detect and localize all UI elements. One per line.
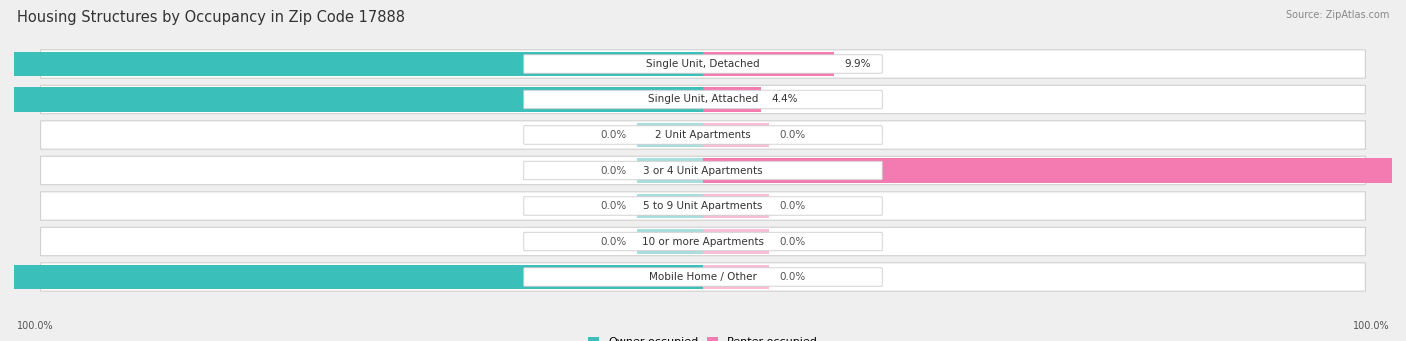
Text: 0.0%: 0.0% [780, 272, 806, 282]
FancyBboxPatch shape [524, 197, 882, 215]
FancyBboxPatch shape [637, 159, 703, 182]
Text: Single Unit, Detached: Single Unit, Detached [647, 59, 759, 69]
Text: Mobile Home / Other: Mobile Home / Other [650, 272, 756, 282]
Text: 0.0%: 0.0% [600, 201, 626, 211]
FancyBboxPatch shape [637, 229, 703, 254]
FancyBboxPatch shape [41, 85, 1365, 114]
Text: 3 or 4 Unit Apartments: 3 or 4 Unit Apartments [643, 165, 763, 176]
FancyBboxPatch shape [41, 227, 1365, 256]
Text: 2 Unit Apartments: 2 Unit Apartments [655, 130, 751, 140]
FancyBboxPatch shape [637, 194, 703, 218]
Text: 5 to 9 Unit Apartments: 5 to 9 Unit Apartments [644, 201, 762, 211]
FancyBboxPatch shape [0, 87, 703, 112]
FancyBboxPatch shape [524, 55, 882, 73]
FancyBboxPatch shape [703, 52, 834, 76]
FancyBboxPatch shape [524, 232, 882, 251]
Text: 0.0%: 0.0% [780, 237, 806, 247]
FancyBboxPatch shape [703, 87, 761, 112]
FancyBboxPatch shape [703, 265, 769, 289]
Text: Single Unit, Attached: Single Unit, Attached [648, 94, 758, 104]
Legend: Owner-occupied, Renter-occupied: Owner-occupied, Renter-occupied [583, 332, 823, 341]
FancyBboxPatch shape [524, 126, 882, 144]
FancyBboxPatch shape [524, 161, 882, 180]
Text: 0.0%: 0.0% [780, 201, 806, 211]
FancyBboxPatch shape [41, 192, 1365, 220]
FancyBboxPatch shape [41, 156, 1365, 185]
FancyBboxPatch shape [703, 159, 1406, 182]
Text: 0.0%: 0.0% [780, 130, 806, 140]
Text: Housing Structures by Occupancy in Zip Code 17888: Housing Structures by Occupancy in Zip C… [17, 10, 405, 25]
FancyBboxPatch shape [41, 50, 1365, 78]
FancyBboxPatch shape [703, 229, 769, 254]
FancyBboxPatch shape [703, 194, 769, 218]
FancyBboxPatch shape [524, 90, 882, 109]
Text: 10 or more Apartments: 10 or more Apartments [643, 237, 763, 247]
FancyBboxPatch shape [41, 121, 1365, 149]
FancyBboxPatch shape [0, 265, 703, 289]
Text: 9.9%: 9.9% [845, 59, 872, 69]
FancyBboxPatch shape [703, 123, 769, 147]
FancyBboxPatch shape [41, 263, 1365, 291]
Text: 0.0%: 0.0% [600, 130, 626, 140]
FancyBboxPatch shape [524, 268, 882, 286]
Text: 0.0%: 0.0% [600, 165, 626, 176]
Text: 100.0%: 100.0% [1353, 321, 1389, 331]
FancyBboxPatch shape [637, 123, 703, 147]
Text: Source: ZipAtlas.com: Source: ZipAtlas.com [1285, 10, 1389, 20]
Text: 100.0%: 100.0% [17, 321, 53, 331]
Text: 0.0%: 0.0% [600, 237, 626, 247]
FancyBboxPatch shape [0, 52, 703, 76]
Text: 4.4%: 4.4% [772, 94, 799, 104]
